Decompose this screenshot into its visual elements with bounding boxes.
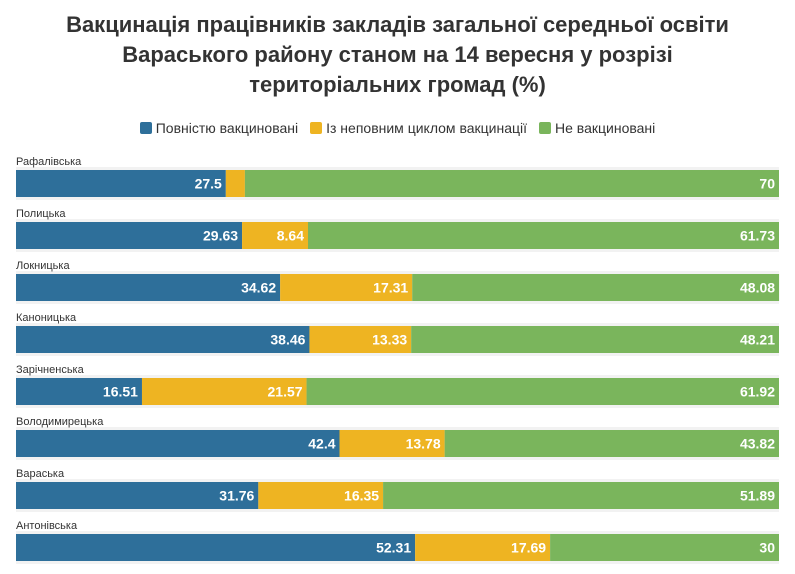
bar-segment bbox=[306, 378, 779, 405]
bar-segment bbox=[308, 222, 779, 249]
bar-segment bbox=[550, 534, 779, 561]
data-label: 42.4 bbox=[308, 436, 335, 452]
chart-legend: Повністю вакциновані Із неповним циклом … bbox=[0, 119, 795, 137]
data-label: 48.08 bbox=[740, 280, 775, 296]
data-label: 48.21 bbox=[740, 332, 775, 348]
data-label: 13.33 bbox=[372, 332, 407, 348]
data-label: 16.35 bbox=[344, 488, 379, 504]
category-label: Каноницька bbox=[16, 312, 77, 324]
legend-swatch bbox=[139, 122, 152, 134]
chart-title-line: Вакцинація працівників закладів загально… bbox=[66, 12, 729, 37]
category-label: Антонівська bbox=[16, 520, 78, 532]
data-label: 27.5 bbox=[195, 176, 222, 192]
data-label: 34.62 bbox=[241, 280, 276, 296]
bar-segment bbox=[16, 482, 259, 509]
bar-segment bbox=[415, 534, 551, 561]
chart-title: Вакцинація працівників закладів загально… bbox=[0, 10, 795, 100]
legend-item-partially-vaccinated[interactable]: Із неповним циклом вакцинації bbox=[310, 119, 527, 137]
bar-segment bbox=[16, 326, 310, 353]
data-label: 52.31 bbox=[376, 540, 411, 556]
bar-segment bbox=[244, 170, 779, 197]
bar-segment bbox=[242, 222, 309, 249]
legend-label: Із неповним циклом вакцинації bbox=[326, 120, 528, 136]
data-label: 43.82 bbox=[740, 436, 775, 452]
data-label: 51.89 bbox=[740, 488, 775, 504]
data-label: 17.69 bbox=[511, 540, 546, 556]
legend-swatch bbox=[310, 122, 323, 134]
bar-segment bbox=[258, 482, 384, 509]
bar-segment bbox=[280, 274, 413, 301]
legend-label: Повністю вакциновані bbox=[155, 120, 299, 136]
bar-segment bbox=[444, 430, 779, 457]
legend-item-fully-vaccinated[interactable]: Повністю вакциновані bbox=[139, 119, 299, 137]
data-label: 16.51 bbox=[103, 384, 138, 400]
category-label: Вараська bbox=[16, 468, 65, 480]
bar-segment bbox=[16, 430, 340, 457]
data-label: 70 bbox=[759, 176, 775, 192]
category-label: Локницька bbox=[16, 260, 70, 272]
bar-segment bbox=[411, 326, 779, 353]
bar-segment bbox=[16, 170, 226, 197]
bar-segment bbox=[412, 274, 780, 301]
data-label: 31.76 bbox=[219, 488, 254, 504]
data-label: 61.92 bbox=[740, 384, 775, 400]
data-label: 13.78 bbox=[406, 436, 441, 452]
data-label: 38.46 bbox=[270, 332, 305, 348]
category-label: Рафалівська bbox=[16, 156, 82, 168]
data-label: 8.64 bbox=[277, 228, 304, 244]
legend-item-not-vaccinated[interactable]: Не вакциновані bbox=[539, 119, 655, 137]
data-label: 17.31 bbox=[373, 280, 408, 296]
bar-segment bbox=[339, 430, 445, 457]
bar-segment bbox=[16, 274, 281, 301]
bar-segment bbox=[16, 378, 142, 405]
data-label: 30 bbox=[759, 540, 775, 556]
category-label: Полицька bbox=[16, 208, 66, 220]
bar-segment bbox=[225, 170, 245, 197]
bar-segment bbox=[16, 534, 416, 561]
legend-label: Не вакциновані bbox=[555, 120, 656, 136]
bar-segment bbox=[383, 482, 779, 509]
bar-segment bbox=[141, 378, 307, 405]
bar-segment bbox=[16, 222, 243, 249]
legend-swatch bbox=[539, 122, 552, 134]
bar-segment bbox=[309, 326, 412, 353]
category-label: Зарічненська bbox=[16, 364, 85, 376]
data-label: 29.63 bbox=[203, 228, 238, 244]
chart-title-line: Вараського району станом на 14 вересня у… bbox=[122, 42, 673, 67]
category-label: Володимирецька bbox=[16, 416, 104, 428]
chart-title-line: територіальних громад (%) bbox=[249, 72, 546, 97]
data-label: 21.57 bbox=[268, 384, 303, 400]
data-label: 61.73 bbox=[740, 228, 775, 244]
